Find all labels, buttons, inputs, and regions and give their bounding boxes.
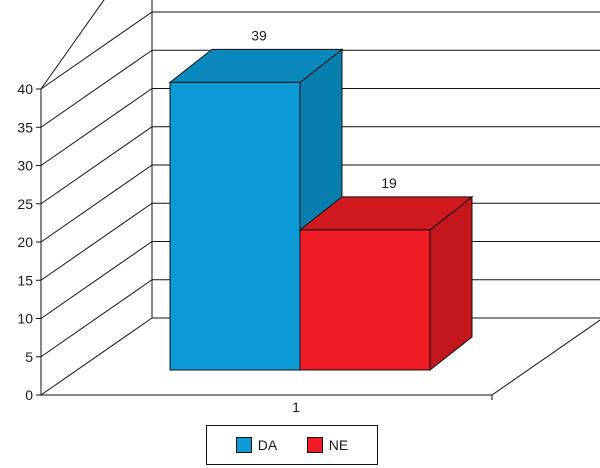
- y-tick-label: 40: [17, 81, 33, 97]
- y-axis-ticks: 0 5 10 15 20 25 30 35 40: [17, 81, 41, 403]
- y-tick-label: 30: [17, 158, 33, 174]
- y-tick-label: 0: [25, 387, 33, 403]
- x-category-label: 1: [292, 399, 300, 415]
- y-tick-label: 25: [17, 196, 33, 212]
- gridline-side: [40, 164, 153, 243]
- data-label-ne: 19: [381, 175, 397, 191]
- y-tick-label: 20: [17, 234, 33, 250]
- y-tick-label: 35: [17, 119, 33, 135]
- legend-item-ne: NE: [306, 437, 349, 453]
- x-axis-labels: 1: [292, 399, 300, 415]
- legend-swatch-ne: [306, 437, 323, 453]
- bars: [168, 48, 474, 372]
- data-label-da: 39: [251, 27, 267, 43]
- gridline-side: [40, 241, 153, 319]
- legend-label-ne: NE: [328, 437, 349, 453]
- legend: DA NE: [206, 425, 378, 465]
- y-tick-label: 15: [17, 272, 33, 288]
- gridline-side: [40, 49, 153, 128]
- legend-label-da: DA: [257, 437, 278, 453]
- gridline-side: [40, 11, 153, 90]
- bar-ne: [298, 195, 474, 372]
- legend-swatch-da: [235, 437, 252, 453]
- gridline-side: [40, 126, 153, 205]
- bar-front-face: [169, 81, 301, 371]
- y-tick-label: 5: [25, 349, 33, 365]
- data-labels: 39 19: [251, 27, 397, 191]
- legend-item-da: DA: [235, 437, 278, 453]
- gridline-side: [40, 202, 153, 281]
- side-wall-top-edge: [40, 0, 105, 90]
- gridline-side: [40, 88, 153, 166]
- gridline-side: [40, 279, 153, 358]
- bar-front-face: [299, 229, 431, 371]
- y-tick-label: 10: [17, 311, 33, 327]
- right-floor-edge: [491, 319, 600, 396]
- floor-side-edge: [40, 317, 153, 396]
